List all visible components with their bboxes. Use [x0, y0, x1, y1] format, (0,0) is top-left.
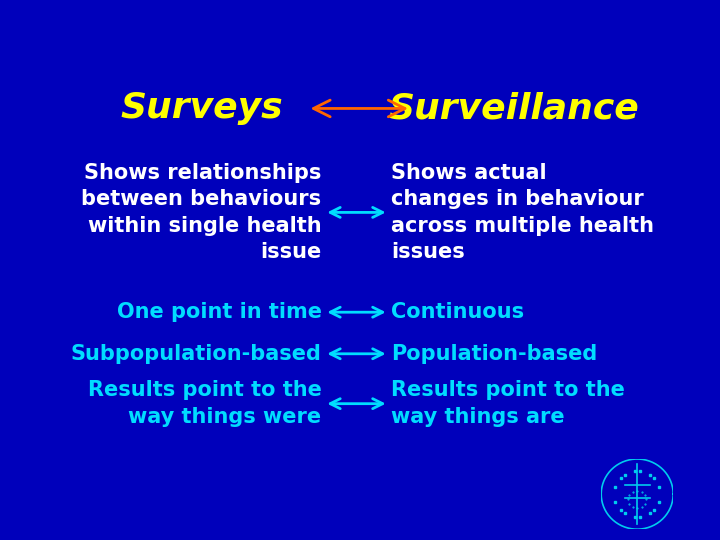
Text: Shows relationships
between behaviours
within single health
issue: Shows relationships between behaviours w…	[81, 163, 322, 262]
Text: Surveys: Surveys	[120, 91, 283, 125]
Text: Results point to the
way things were: Results point to the way things were	[88, 381, 322, 427]
Text: Results point to the
way things are: Results point to the way things are	[392, 381, 625, 427]
Text: Continuous: Continuous	[392, 302, 524, 322]
Text: One point in time: One point in time	[117, 302, 322, 322]
Text: Subpopulation-based: Subpopulation-based	[71, 344, 322, 364]
Text: Population-based: Population-based	[392, 344, 598, 364]
Text: Shows actual
changes in behaviour
across multiple health
issues: Shows actual changes in behaviour across…	[392, 163, 654, 262]
Text: Surveillance: Surveillance	[389, 91, 639, 125]
